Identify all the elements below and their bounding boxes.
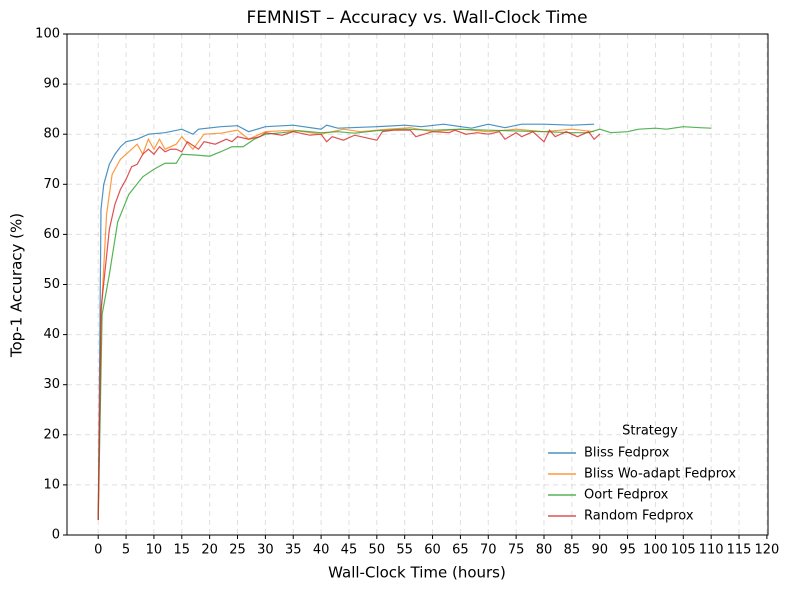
x-tick-label: 110: [699, 543, 724, 558]
x-tick-label: 120: [754, 543, 779, 558]
y-tick-label: 40: [43, 327, 60, 342]
chart-title: FEMNIST – Accuracy vs. Wall-Clock Time: [246, 8, 587, 28]
y-tick-label: 50: [43, 277, 60, 292]
y-tick-label: 0: [52, 528, 60, 543]
x-tick-label: 90: [591, 543, 608, 558]
legend-label: Random Fedprox: [584, 509, 694, 524]
y-axis-label: Top-1 Accuracy (%): [8, 213, 26, 358]
y-tick-label: 80: [43, 127, 60, 142]
y-tick-label: 10: [43, 477, 60, 492]
x-tick-label: 25: [229, 543, 246, 558]
x-tick-label: 65: [452, 543, 469, 558]
y-tick-label: 60: [43, 227, 60, 242]
legend-title: Strategy: [622, 424, 678, 439]
x-tick-label: 45: [341, 543, 358, 558]
series-line: [97, 126, 712, 520]
y-tick-label: 100: [35, 27, 60, 42]
x-tick-label: 50: [369, 543, 386, 558]
x-tick-label: 10: [146, 543, 163, 558]
x-tick-label: 70: [480, 543, 497, 558]
x-tick-label: 80: [536, 543, 553, 558]
x-axis-label: Wall-Clock Time (hours): [328, 564, 506, 582]
x-tick-label: 30: [257, 543, 274, 558]
x-tick-label: 40: [313, 543, 330, 558]
legend-label: Oort Fedprox: [584, 488, 669, 503]
x-tick-label: 75: [508, 543, 525, 558]
x-tick-label: 20: [201, 543, 218, 558]
x-tick-label: 55: [396, 543, 413, 558]
y-tick-label: 90: [43, 77, 60, 92]
x-tick-label: 115: [727, 543, 752, 558]
x-tick-label: 5: [122, 543, 130, 558]
x-tick-label: 0: [94, 543, 102, 558]
y-tick-label: 70: [43, 177, 60, 192]
legend-label: Bliss Wo-adapt Fedprox: [584, 467, 736, 482]
legend-label: Bliss Fedprox: [584, 446, 670, 461]
x-tick-label: 60: [424, 543, 441, 558]
series-line: [97, 123, 595, 520]
x-tick-label: 100: [643, 543, 668, 558]
x-tick-label: 105: [671, 543, 696, 558]
series-line: [97, 129, 601, 520]
y-tick-label: 30: [43, 377, 60, 392]
x-tick-label: 85: [564, 543, 581, 558]
x-tick-label: 15: [174, 543, 191, 558]
series-line: [97, 127, 595, 520]
x-tick-label: 35: [285, 543, 302, 558]
x-tick-label: 95: [619, 543, 636, 558]
plot-frame: [66, 33, 769, 536]
y-tick-label: 20: [43, 427, 60, 442]
